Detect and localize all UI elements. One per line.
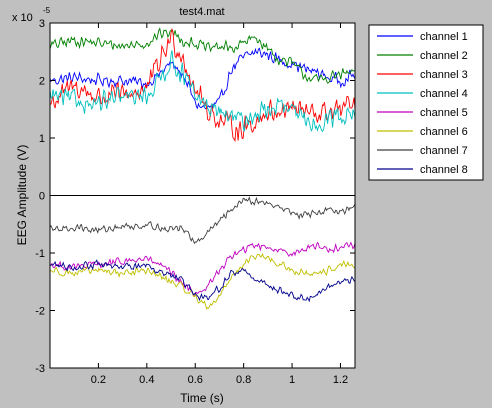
y-tick-label: -3 [35, 363, 45, 375]
x-axis-label: Time (s) [180, 391, 224, 405]
series-line-8 [49, 259, 356, 303]
y-tick-label: 3 [39, 18, 45, 30]
x-tick-label: 0.6 [188, 374, 203, 386]
series-line-5 [49, 241, 356, 296]
legend-label: channel 3 [420, 69, 468, 81]
legend-label: channel 6 [420, 126, 468, 138]
legend-label: channel 5 [420, 107, 468, 119]
y-tick-label: -1 [35, 248, 45, 260]
chart-title: test4.mat [179, 6, 224, 18]
series-line-2 [49, 27, 356, 84]
y-exponent-power: -5 [43, 6, 51, 15]
y-tick-label: 2 [39, 76, 45, 88]
series-line-4 [49, 50, 356, 133]
series-line-6 [49, 252, 356, 310]
legend-box [368, 24, 484, 181]
legend-label: channel 4 [420, 88, 468, 100]
legend-label: channel 1 [420, 31, 468, 43]
legend-label: channel 7 [420, 145, 468, 157]
x-tick-label: 0.4 [139, 374, 154, 386]
x-tick-label: 1.2 [333, 374, 348, 386]
y-exponent-base: x 10 [12, 12, 33, 24]
series-layer [49, 27, 356, 310]
y-tick-label: 0 [39, 191, 45, 203]
legend-label: channel 8 [420, 164, 468, 176]
y-axis-ticks: -3 -2 -1 0 1 2 3 [35, 18, 355, 375]
y-tick-label: 1 [39, 133, 45, 145]
y-tick-label: -2 [35, 306, 45, 318]
x-axis-ticks: 0.2 0.4 0.6 0.8 1 1.2 [91, 23, 348, 386]
series-line-7 [49, 196, 356, 245]
y-axis-label: EEG Amplitude (V) [15, 145, 29, 246]
legend: channel 1 channel 2 channel 3 channel 4 chan… [368, 24, 484, 181]
series-line-1 [49, 47, 356, 110]
series-line-3 [49, 28, 356, 143]
legend-label: channel 2 [420, 50, 468, 62]
x-tick-label: 1 [289, 374, 295, 386]
x-tick-label: 0.8 [236, 374, 251, 386]
legend-items: channel 1 channel 2 channel 3 channel 4 chan… [377, 31, 468, 176]
x-tick-label: 0.2 [91, 374, 106, 386]
